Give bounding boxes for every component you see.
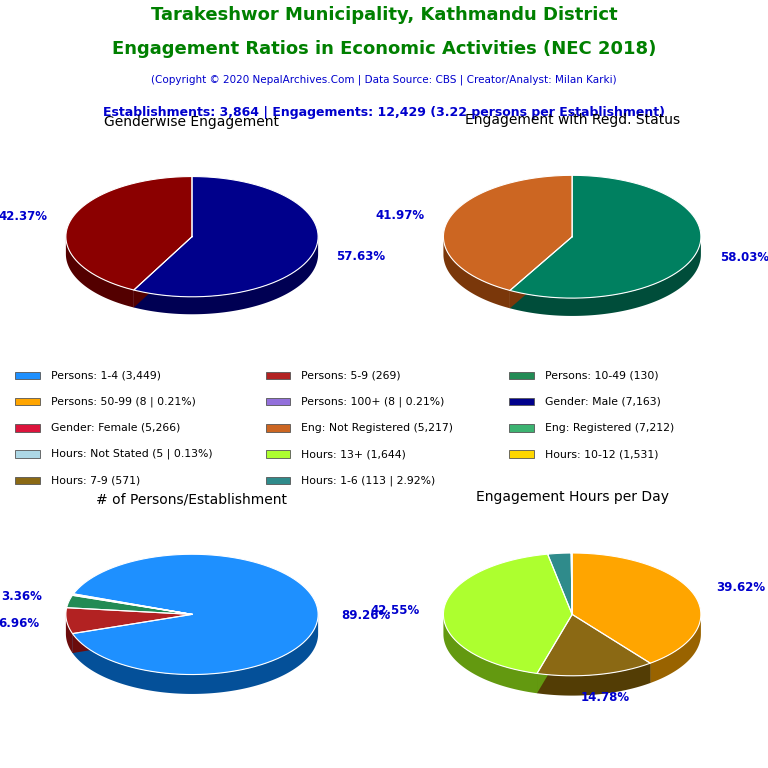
Polygon shape bbox=[134, 237, 192, 307]
Text: Persons: 1-4 (3,449): Persons: 1-4 (3,449) bbox=[51, 370, 161, 380]
Text: Gender: Male (7,163): Gender: Male (7,163) bbox=[545, 396, 660, 407]
Text: 42.37%: 42.37% bbox=[0, 210, 48, 223]
Polygon shape bbox=[72, 594, 192, 614]
Text: Establishments: 3,864 | Engagements: 12,429 (3.22 persons per Establishment): Establishments: 3,864 | Engagements: 12,… bbox=[103, 106, 665, 119]
Polygon shape bbox=[134, 237, 318, 314]
Title: Engagement with Regd. Status: Engagement with Regd. Status bbox=[465, 113, 680, 127]
Text: Hours: 7-9 (571): Hours: 7-9 (571) bbox=[51, 475, 140, 485]
Text: Engagement Ratios in Economic Activities (NEC 2018): Engagement Ratios in Economic Activities… bbox=[112, 41, 656, 58]
Bar bbox=[15, 477, 40, 485]
Polygon shape bbox=[443, 237, 510, 308]
Polygon shape bbox=[510, 237, 572, 308]
Text: 14.78%: 14.78% bbox=[581, 691, 630, 704]
Polygon shape bbox=[66, 177, 192, 290]
Bar bbox=[266, 424, 290, 432]
Text: 57.63%: 57.63% bbox=[336, 250, 386, 263]
Polygon shape bbox=[72, 614, 318, 694]
Polygon shape bbox=[510, 237, 701, 316]
Bar bbox=[266, 372, 290, 379]
Text: Persons: 50-99 (8 | 0.21%): Persons: 50-99 (8 | 0.21%) bbox=[51, 396, 196, 407]
Text: 6.96%: 6.96% bbox=[0, 617, 39, 630]
Bar bbox=[266, 398, 290, 406]
Text: 58.03%: 58.03% bbox=[720, 251, 768, 264]
Bar bbox=[509, 450, 534, 458]
Polygon shape bbox=[134, 237, 192, 307]
Text: 41.97%: 41.97% bbox=[376, 209, 425, 222]
Text: Persons: 5-9 (269): Persons: 5-9 (269) bbox=[301, 370, 401, 380]
Polygon shape bbox=[72, 614, 192, 653]
Text: Hours: 10-12 (1,531): Hours: 10-12 (1,531) bbox=[545, 449, 658, 459]
Polygon shape bbox=[443, 615, 537, 694]
Title: Genderwise Engagement: Genderwise Engagement bbox=[104, 114, 280, 129]
Title: Engagement Hours per Day: Engagement Hours per Day bbox=[475, 490, 669, 505]
Polygon shape bbox=[650, 614, 701, 683]
Polygon shape bbox=[572, 614, 650, 683]
Bar bbox=[509, 424, 534, 432]
Polygon shape bbox=[510, 175, 701, 298]
Polygon shape bbox=[73, 594, 192, 614]
Polygon shape bbox=[510, 237, 572, 308]
Bar bbox=[266, 450, 290, 458]
Text: Persons: 100+ (8 | 0.21%): Persons: 100+ (8 | 0.21%) bbox=[301, 396, 445, 407]
Text: Persons: 10-49 (130): Persons: 10-49 (130) bbox=[545, 370, 658, 380]
Title: # of Persons/Establishment: # of Persons/Establishment bbox=[97, 492, 287, 507]
Polygon shape bbox=[72, 554, 318, 674]
Polygon shape bbox=[66, 237, 134, 307]
Polygon shape bbox=[66, 614, 72, 653]
Text: 89.26%: 89.26% bbox=[342, 609, 391, 622]
Polygon shape bbox=[134, 177, 318, 296]
Text: 42.55%: 42.55% bbox=[370, 604, 419, 617]
Bar bbox=[15, 424, 40, 432]
Polygon shape bbox=[537, 614, 572, 694]
Polygon shape bbox=[67, 595, 192, 614]
Text: Eng: Registered (7,212): Eng: Registered (7,212) bbox=[545, 423, 674, 433]
Polygon shape bbox=[537, 614, 572, 694]
Bar bbox=[266, 477, 290, 485]
Text: Gender: Female (5,266): Gender: Female (5,266) bbox=[51, 423, 180, 433]
Bar bbox=[509, 398, 534, 406]
Polygon shape bbox=[443, 175, 572, 290]
Bar bbox=[15, 450, 40, 458]
Bar bbox=[15, 398, 40, 406]
Polygon shape bbox=[66, 607, 192, 634]
Polygon shape bbox=[537, 614, 650, 676]
Polygon shape bbox=[571, 553, 572, 614]
Polygon shape bbox=[572, 614, 650, 683]
Polygon shape bbox=[72, 614, 192, 653]
Polygon shape bbox=[537, 664, 650, 696]
Text: 3.36%: 3.36% bbox=[2, 590, 42, 603]
Bar bbox=[509, 372, 534, 379]
Polygon shape bbox=[572, 553, 701, 664]
Bar bbox=[15, 372, 40, 379]
Text: 39.62%: 39.62% bbox=[716, 581, 765, 594]
Text: (Copyright © 2020 NepalArchives.Com | Data Source: CBS | Creator/Analyst: Milan : (Copyright © 2020 NepalArchives.Com | Da… bbox=[151, 75, 617, 85]
Text: Tarakeshwor Municipality, Kathmandu District: Tarakeshwor Municipality, Kathmandu Dist… bbox=[151, 6, 617, 24]
Text: Hours: 13+ (1,644): Hours: 13+ (1,644) bbox=[301, 449, 406, 459]
Polygon shape bbox=[443, 554, 572, 674]
Text: Eng: Not Registered (5,217): Eng: Not Registered (5,217) bbox=[301, 423, 453, 433]
Polygon shape bbox=[548, 553, 572, 614]
Text: Hours: 1-6 (113 | 2.92%): Hours: 1-6 (113 | 2.92%) bbox=[301, 475, 435, 485]
Text: Hours: Not Stated (5 | 0.13%): Hours: Not Stated (5 | 0.13%) bbox=[51, 449, 213, 459]
